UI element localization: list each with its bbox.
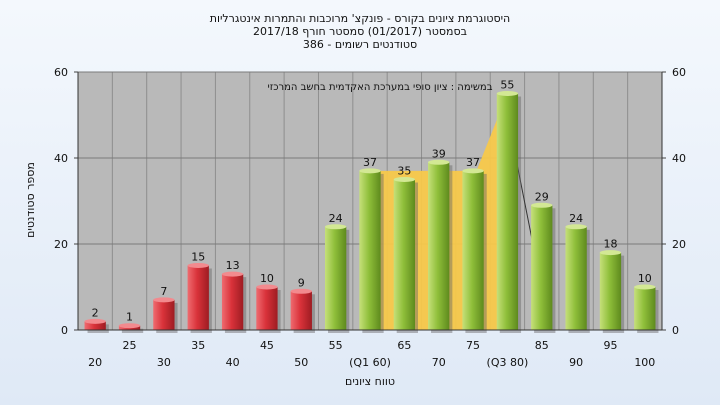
x-tick-label: 75: [466, 339, 480, 352]
title-line-3: סטודנטים רשומים - 386: [303, 38, 417, 51]
bar-data-label: 39: [432, 147, 446, 160]
y-tick-label-right: 60: [672, 66, 686, 79]
bar-failing: [187, 265, 209, 330]
bar-passing: [428, 162, 450, 330]
title-line-1: היסטוגרמת ציונים בקורס - פונקצ' מרוכבות …: [210, 12, 511, 25]
bar-cap: [256, 284, 278, 290]
x-tick-label: 55: [329, 339, 343, 352]
bar-data-label: 24: [329, 212, 343, 225]
y-tick-label-left: 20: [54, 238, 68, 251]
x-tick-label: 45: [260, 339, 274, 352]
y-tick-label-right: 40: [672, 152, 686, 165]
bar-data-label: 35: [397, 165, 411, 178]
bar-data-label: 15: [191, 251, 205, 264]
bar-cap: [393, 177, 416, 182]
bar-passing: [324, 226, 347, 330]
bar-passing: [531, 205, 553, 330]
bar-cap: [462, 168, 484, 174]
bar-data-label: 18: [603, 238, 617, 251]
title-line-2: בסמסטר (01/2017) סמסטר חורף 2017/18: [253, 25, 467, 38]
bar-cap: [153, 297, 175, 303]
bar-passing: [359, 170, 381, 330]
y-tick-label-right: 20: [672, 238, 686, 251]
x-tick-label: (Q3 80): [487, 356, 529, 369]
bar-cap: [221, 271, 244, 277]
bar-cap: [290, 288, 312, 294]
bar-failing: [290, 291, 312, 330]
x-tick-label: 70: [432, 356, 446, 369]
bar-passing: [496, 93, 519, 330]
bar-data-label: 2: [92, 306, 99, 319]
bar-cap: [565, 224, 587, 230]
x-tick-label: (Q1 60): [349, 356, 391, 369]
bar-data-label: 10: [260, 272, 274, 285]
y-axis-title: מספר סטודנטים: [24, 162, 37, 238]
x-tick-label: 20: [88, 356, 102, 369]
bar-data-label: 10: [638, 272, 652, 285]
x-tick-label: 90: [569, 356, 583, 369]
bar-data-label: 37: [466, 156, 480, 169]
bar-shadow: [121, 328, 144, 333]
bar-passing: [393, 179, 416, 330]
bar-passing: [565, 226, 587, 330]
x-tick-label: 30: [157, 356, 171, 369]
bar-failing: [256, 287, 278, 330]
x-tick-label: 40: [226, 356, 240, 369]
chart-title: היסטוגרמת ציונים בקורס - פונקצ' מרוכבות …: [210, 12, 511, 51]
bar-cap: [531, 202, 553, 208]
x-tick-label: 35: [191, 339, 205, 352]
y-tick-label-left: 60: [54, 66, 68, 79]
bar-cap: [428, 159, 450, 165]
y-tick-label-left: 40: [54, 152, 68, 165]
bar-cap: [118, 323, 141, 329]
bar-cap: [359, 168, 381, 174]
x-tick-label: 65: [397, 339, 411, 352]
bar-cap: [634, 284, 656, 290]
x-tick-label: 95: [603, 339, 617, 352]
x-tick-label: 85: [535, 339, 549, 352]
bar-data-label: 29: [535, 190, 549, 203]
bar-cap: [496, 91, 519, 96]
bar-passing: [634, 287, 656, 330]
plot-annotation: במשימה : ציון סופי במערכת האקדמית בחשב ה…: [268, 82, 493, 93]
x-tick-label: 25: [123, 339, 137, 352]
bar-failing: [153, 299, 175, 330]
plot-area: 0 0 20 20 40 40 60 60 במשימה : ציון סופי במערכת …: [54, 66, 686, 369]
bar-data-label: 55: [500, 79, 514, 92]
bar-data-label: 13: [226, 259, 240, 272]
bar-passing: [599, 252, 622, 330]
y-tick-label-right: 0: [672, 324, 679, 337]
x-axis-title: טווח ציונים: [345, 375, 395, 388]
bar-data-label: 24: [569, 212, 583, 225]
bar-cap: [84, 318, 106, 324]
bar-cap: [187, 263, 209, 268]
bar-data-label: 9: [298, 276, 305, 289]
bar-data-label: 1: [126, 311, 133, 324]
bar-passing: [462, 170, 484, 330]
bar-cap: [324, 224, 347, 230]
y-tick-label-left: 0: [61, 324, 68, 337]
bar-failing: [221, 274, 244, 330]
x-tick-label: 100: [634, 356, 655, 369]
bar-failing: [84, 321, 106, 330]
bar-data-label: 37: [363, 156, 377, 169]
x-tick-label: 50: [294, 356, 308, 369]
bar-data-label: 7: [160, 285, 167, 298]
bar-cap: [599, 250, 622, 256]
